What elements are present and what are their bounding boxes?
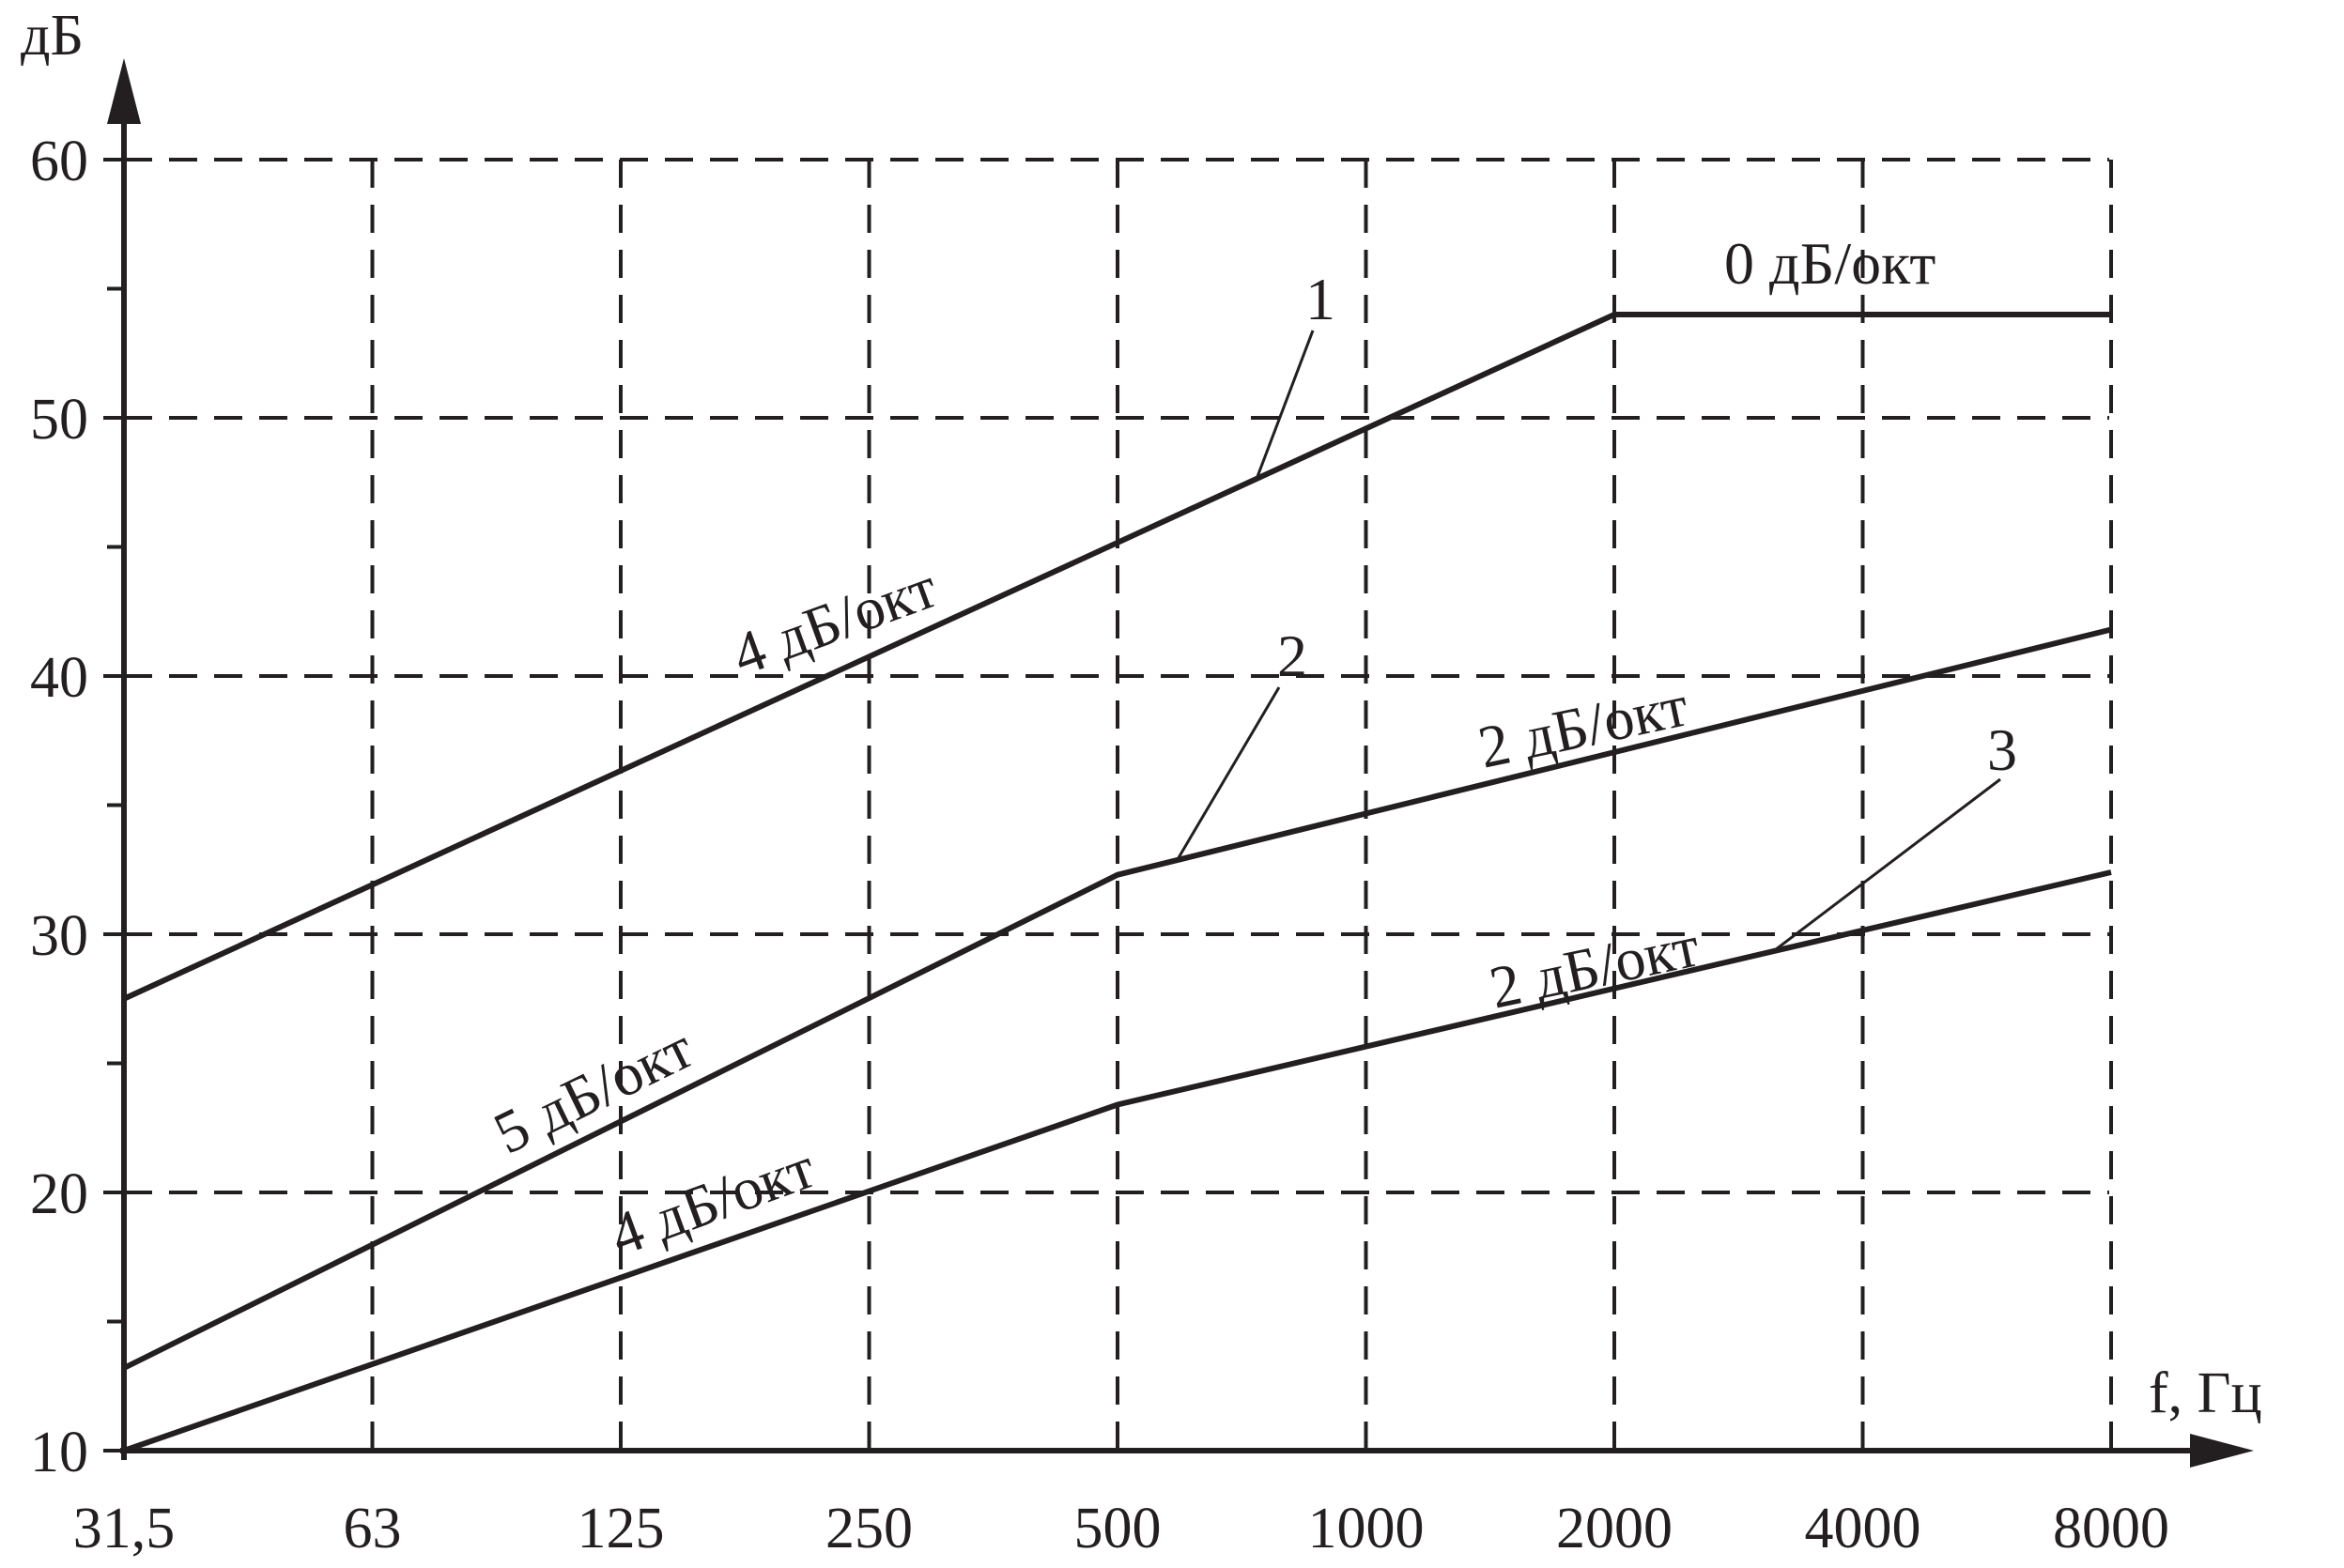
curve-3-label: 3: [1987, 716, 2017, 783]
x-tick-label-1000: 1000: [1308, 1497, 1425, 1560]
x-tick-label-250: 250: [825, 1497, 913, 1560]
x-tick-label-8000: 8000: [2053, 1497, 2169, 1560]
series-line-2: [122, 626, 2112, 1371]
slope-label-1a: 4 дБ/окт: [724, 553, 946, 688]
y-tick-label-10: 10: [30, 1421, 88, 1484]
series-lines: [122, 312, 2112, 1453]
curve-1-label: 1: [1305, 266, 1335, 332]
leader-line-3: [1772, 777, 2001, 953]
y-tick-label-40: 40: [30, 646, 88, 710]
leader-line-1: [1255, 330, 1315, 480]
y-axis-title: дБ: [21, 4, 84, 68]
x-tick-label-2000: 2000: [1556, 1497, 1673, 1560]
y-tick-label-30: 30: [30, 904, 88, 968]
leader-lines: [1176, 330, 2001, 953]
series-line-3: [123, 869, 2112, 1453]
x-axis-arrow: [2190, 1434, 2254, 1468]
x-tick-label-4000: 4000: [1805, 1497, 1921, 1560]
x-tick-label-63: 63: [344, 1497, 402, 1560]
axes: [103, 58, 2254, 1468]
series-line-1: [122, 312, 2111, 1002]
x-tick-label-500: 500: [1074, 1497, 1162, 1560]
x-axis-title: f, Гц: [2149, 1361, 2262, 1425]
slope-label-1b: 0 дБ/окт: [1724, 230, 1935, 297]
leader-line-2: [1176, 686, 1281, 861]
grid: [124, 158, 2113, 1451]
x-tick-label-125: 125: [578, 1497, 665, 1560]
tick-labels: 10 20 30 40 50 60 31,5 63 125 250 500 1000 2000 4000 8…: [30, 130, 2169, 1560]
slope-label-2a: 5 дБ/окт: [484, 1014, 703, 1167]
y-tick-label-60: 60: [30, 130, 88, 193]
curve-2-label: 2: [1277, 623, 1307, 689]
x-tick-label-31,5: 31,5: [73, 1497, 176, 1560]
y-tick-label-20: 20: [30, 1162, 88, 1226]
y-axis-arrow: [107, 58, 141, 124]
slope-label-3b: 2 дБ/окт: [1484, 912, 1704, 1021]
chart-labels: дБ f, Гц 1 2 3 4 дБ/окт 0 дБ/окт 5 дБ/ок…: [21, 4, 2262, 1425]
slope-label-2b: 2 дБ/окт: [1473, 671, 1693, 780]
y-tick-label-50: 50: [30, 388, 88, 452]
